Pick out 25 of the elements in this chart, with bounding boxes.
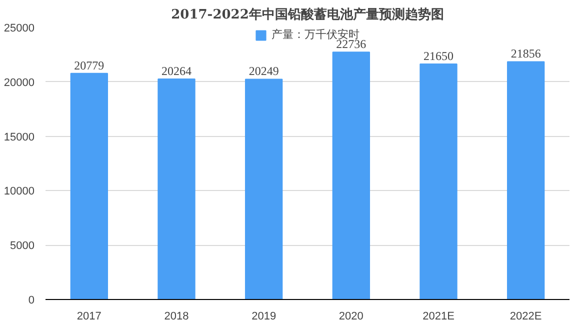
data-label: 20779 — [74, 58, 104, 72]
data-label: 21856 — [510, 46, 541, 61]
x-tick-label: 2018 — [164, 310, 189, 322]
x-tick-label: 2019 — [252, 310, 276, 322]
y-tick-label: 5000 — [10, 240, 35, 252]
bar — [70, 72, 108, 300]
y-tick-label: 10000 — [4, 186, 35, 198]
bar — [332, 52, 370, 300]
x-tick-label: 2021E — [422, 310, 454, 322]
bar — [506, 61, 545, 300]
bar — [158, 78, 196, 300]
chart-title: 2017-2022年中国铅酸蓄电池产量预测趋势图 — [171, 6, 444, 22]
legend-label: 产量：万千伏安时 — [272, 27, 360, 41]
x-tick-label: 2020 — [338, 310, 364, 322]
y-tick-label: 15000 — [4, 131, 35, 144]
bar — [244, 78, 283, 300]
data-label: 21650 — [424, 48, 454, 63]
bar — [420, 63, 458, 300]
x-tick-label: 2017 — [76, 310, 102, 322]
x-tick-label: 2022E — [510, 310, 542, 322]
y-tick-label: 20000 — [4, 76, 35, 89]
y-tick-label: 25000 — [4, 22, 35, 34]
y-tick-label: 0 — [28, 294, 35, 306]
data-label: 20249 — [248, 64, 279, 78]
data-label: 20264 — [162, 64, 192, 78]
